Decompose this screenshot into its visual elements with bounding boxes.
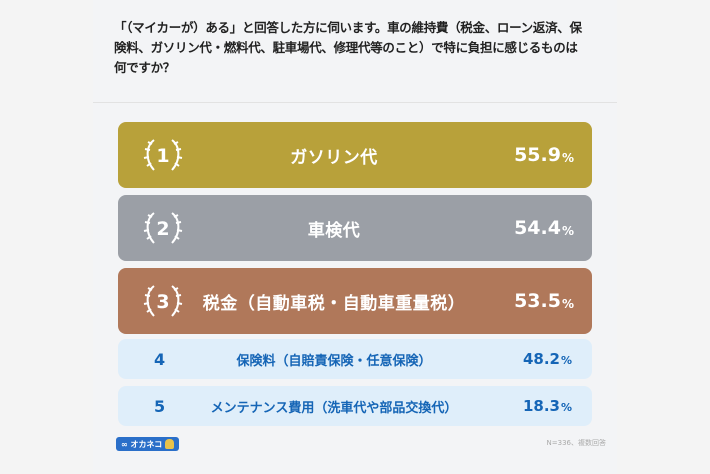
rank-label: メンテナンス費用（洗車代や部品交換代） bbox=[210, 400, 458, 416]
rank-number: 5 bbox=[154, 396, 166, 416]
left-margin bbox=[0, 0, 93, 474]
mascot-icon bbox=[165, 439, 175, 449]
value-unit: % bbox=[560, 354, 572, 367]
logo-text: ∞ オカネコ bbox=[121, 439, 163, 449]
laurel-icon: 3 bbox=[143, 285, 183, 317]
rank-label: 保険料（自賠責保険・任意保険） bbox=[236, 353, 432, 369]
survey-question: 「（マイカーが）ある」と回答した方に伺います。車の維持費（税金、ローン返済、保険… bbox=[114, 20, 582, 75]
rank-value: 18.3% bbox=[523, 386, 572, 426]
rank-label: ガソリン代 bbox=[290, 147, 378, 168]
laurel-icon: 2 bbox=[143, 212, 183, 244]
rank-label: 車検代 bbox=[307, 220, 361, 241]
value-unit: % bbox=[560, 401, 572, 414]
value-unit: % bbox=[561, 223, 574, 238]
divider bbox=[93, 102, 617, 103]
rank-number: 4 bbox=[154, 349, 166, 369]
value-unit: % bbox=[561, 296, 574, 311]
value-number: 54.4 bbox=[514, 217, 561, 239]
rank-label: 税金（自動車税・自動車重量税） bbox=[202, 293, 466, 314]
rank-number: 2 bbox=[156, 218, 169, 240]
value-number: 55.9 bbox=[514, 144, 561, 166]
sample-note: N=336、複数回答 bbox=[546, 439, 606, 447]
rank-value: 48.2% bbox=[523, 339, 572, 379]
value-number: 18.3 bbox=[522, 397, 560, 415]
right-margin bbox=[617, 0, 710, 474]
rank-number: 3 bbox=[156, 291, 169, 313]
laurel-icon: 1 bbox=[143, 139, 183, 171]
value-number: 53.5 bbox=[514, 290, 561, 312]
value-unit: % bbox=[561, 150, 574, 165]
rank-value: 55.9% bbox=[514, 122, 574, 188]
rank-value: 53.5% bbox=[514, 268, 574, 334]
rank-value: 54.4% bbox=[514, 195, 574, 261]
rank-row-1: 1 ガソリン代 55.9% bbox=[118, 122, 592, 188]
rank-row-4: 4 保険料（自賠責保険・任意保険） 48.2% bbox=[118, 339, 592, 379]
value-number: 48.2 bbox=[522, 350, 560, 368]
rank-row-2: 2 車検代 54.4% bbox=[118, 195, 592, 261]
rank-row-3: 3 税金（自動車税・自動車重量税） 53.5% bbox=[118, 268, 592, 334]
rank-number: 1 bbox=[156, 145, 169, 167]
okaneco-logo: ∞ オカネコ bbox=[116, 437, 180, 451]
rank-row-5: 5 メンテナンス費用（洗車代や部品交換代） 18.3% bbox=[118, 386, 592, 426]
